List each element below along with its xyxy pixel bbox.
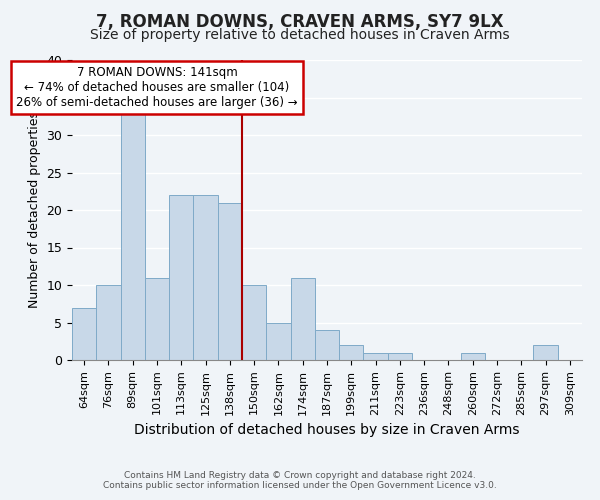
Bar [533, 345, 558, 360]
Y-axis label: Number of detached properties: Number of detached properties [28, 112, 41, 308]
Text: Size of property relative to detached houses in Craven Arms: Size of property relative to detached ho… [90, 28, 510, 42]
Bar [121, 112, 145, 360]
Bar [145, 278, 169, 360]
Bar [218, 202, 242, 360]
Bar [461, 352, 485, 360]
Bar [242, 285, 266, 360]
Bar [290, 278, 315, 360]
X-axis label: Distribution of detached houses by size in Craven Arms: Distribution of detached houses by size … [134, 423, 520, 437]
Bar [169, 195, 193, 360]
Text: 7 ROMAN DOWNS: 141sqm
← 74% of detached houses are smaller (104)
26% of semi-det: 7 ROMAN DOWNS: 141sqm ← 74% of detached … [16, 66, 298, 109]
Bar [364, 352, 388, 360]
Bar [388, 352, 412, 360]
Bar [266, 322, 290, 360]
Bar [315, 330, 339, 360]
Text: Contains HM Land Registry data © Crown copyright and database right 2024.
Contai: Contains HM Land Registry data © Crown c… [103, 470, 497, 490]
Bar [72, 308, 96, 360]
Text: 7, ROMAN DOWNS, CRAVEN ARMS, SY7 9LX: 7, ROMAN DOWNS, CRAVEN ARMS, SY7 9LX [96, 12, 504, 30]
Bar [193, 195, 218, 360]
Bar [96, 285, 121, 360]
Bar [339, 345, 364, 360]
